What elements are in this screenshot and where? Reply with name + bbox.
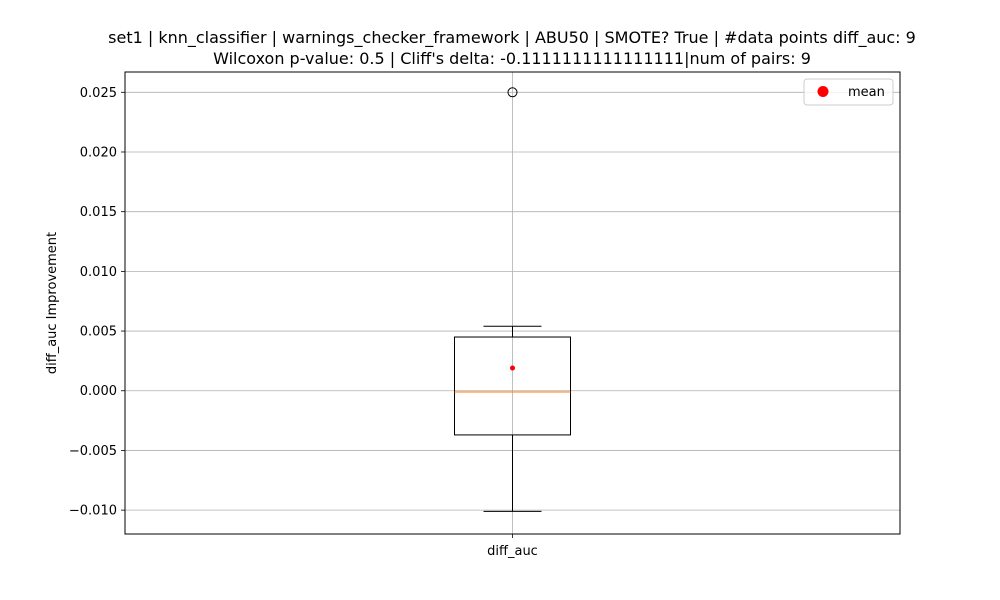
legend: mean [803,78,894,106]
mean-marker [510,365,515,371]
chart-title-line-2: Wilcoxon p-value: 0.5 | Cliff's delta: -… [213,49,811,68]
y-axis-label: diff_auc Improvement [45,232,60,374]
legend-frame [803,78,894,106]
iqr-box [454,336,571,436]
y-tick-label: 0.015 [80,205,117,220]
y-tick-label: 0.025 [80,86,117,101]
y-tick-label: 0.020 [80,145,117,160]
y-tick-label: 0.005 [80,325,117,340]
chart-title-line-1: set1 | knn_classifier | warnings_checker… [108,28,916,48]
y-tick-label: 0.000 [80,384,117,399]
box-layer [454,87,571,512]
y-tick-label: 0.010 [80,265,117,280]
plot-frame [124,71,901,535]
y-tick-label: −0.010 [69,504,117,519]
legend-mean-label: mean [848,85,885,100]
outlier-point [507,87,518,98]
tick-layer: −0.010 −0.005 0.000 0.005 0.010 0.015 0.020 0.0… [69,86,538,559]
x-tick-label: diff_auc [487,544,538,559]
y-tick-label: −0.005 [69,444,117,459]
legend-mean-marker [817,86,829,97]
